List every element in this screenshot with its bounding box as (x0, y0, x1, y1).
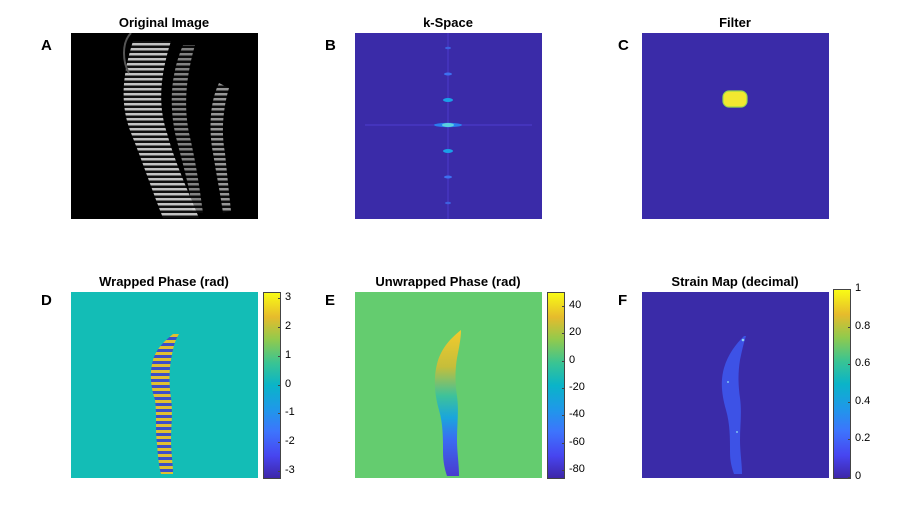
unwrapped-phase-tick-label: 20 (569, 326, 582, 339)
strain-map-tick-mark (848, 289, 851, 290)
strain-map-image (642, 292, 829, 478)
strain-map-tick-label: 0.4 (855, 394, 871, 407)
wrapped-phase-graphic (150, 334, 179, 474)
panel-title-unwrapped: Unwrapped Phase (rad) (375, 274, 521, 289)
strain-map-tick-label: 0.6 (855, 357, 871, 370)
kspace-image (355, 33, 542, 219)
panel-title-wrapped: Wrapped Phase (rad) (99, 274, 229, 289)
panel-letter-f: F (618, 292, 628, 309)
strain-map-tick-mark (848, 439, 851, 441)
strain-map-tick-mark (848, 401, 851, 403)
panel-title-filter: Filter (719, 15, 751, 30)
strain-map-graphic (721, 336, 746, 474)
unwrapped-phase-tick-label: -40 (569, 408, 585, 421)
unwrapped-phase-tick-label: 0 (569, 353, 576, 366)
wrapped-phase-tick-label: -3 (285, 464, 295, 477)
unwrapped-phase-image (355, 292, 542, 478)
unwrapped-phase-tick-mark (562, 415, 565, 417)
wrapped-phase-tick-mark (278, 384, 281, 386)
original-image (71, 33, 258, 219)
wrapped-phase-tick-mark (278, 413, 281, 415)
wrapped-phase-tick-mark (278, 355, 281, 357)
strain-map-tick-label: 0 (855, 470, 862, 482)
unwrapped-phase-tick-mark (562, 360, 565, 362)
filter-graphic (722, 90, 748, 108)
wrapped-phase-colorbar (263, 292, 281, 479)
strain-map-tick-label: 0.8 (855, 319, 871, 332)
wrapped-phase-tick-label: 2 (285, 319, 292, 332)
unwrapped-phase-tick-label: 40 (569, 298, 582, 311)
strain-map-tick-mark (848, 326, 851, 328)
unwrapped-phase-tick-mark (562, 442, 565, 444)
wrapped-phase-tick-mark (278, 471, 281, 473)
wrapped-phase-tick-label: -1 (285, 406, 295, 419)
unwrapped-phase-tick-mark (562, 305, 565, 307)
strain-map-colorbar (833, 289, 851, 479)
unwrapped-phase-tick-mark (562, 470, 565, 472)
unwrapped-phase-graphic (434, 330, 461, 476)
strain-map-tick-label: 0.2 (855, 432, 871, 445)
panel-letter-b: B (325, 37, 336, 54)
unwrapped-phase-tick-mark (562, 387, 565, 389)
wrapped-phase-tick-label: 0 (285, 377, 292, 390)
wrapped-phase-image (71, 292, 258, 478)
panel-letter-e: E (325, 292, 336, 309)
wrapped-phase-tick-mark (278, 297, 281, 299)
strain-map-tick-mark (848, 477, 851, 478)
strain-map-tick-label: 1 (855, 282, 862, 294)
panel-title-strain: Strain Map (decimal) (671, 274, 799, 289)
panel-letter-a: A (41, 37, 52, 54)
unwrapped-phase-tick-label: -80 (569, 463, 585, 476)
filter-image (642, 33, 829, 219)
panel-letter-c: C (618, 37, 629, 54)
wrapped-phase-tick-label: 3 (285, 290, 292, 303)
unwrapped-phase-colorbar (547, 292, 565, 479)
wrapped-phase-tick-mark (278, 442, 281, 444)
unwrapped-phase-tick-mark (562, 333, 565, 335)
wrapped-phase-tick-label: -2 (285, 435, 295, 448)
strain-map-tick-mark (848, 364, 851, 366)
original-image-graphic (123, 33, 231, 218)
unwrapped-phase-tick-label: -60 (569, 435, 585, 448)
panel-title-kspace: k-Space (423, 15, 473, 30)
unwrapped-phase-tick-label: -20 (569, 380, 585, 393)
wrapped-phase-tick-mark (278, 326, 281, 328)
kspace-graphic (365, 33, 532, 219)
panel-letter-d: D (41, 292, 52, 309)
wrapped-phase-tick-label: 1 (285, 348, 292, 361)
panel-title-original: Original Image (118, 15, 210, 30)
